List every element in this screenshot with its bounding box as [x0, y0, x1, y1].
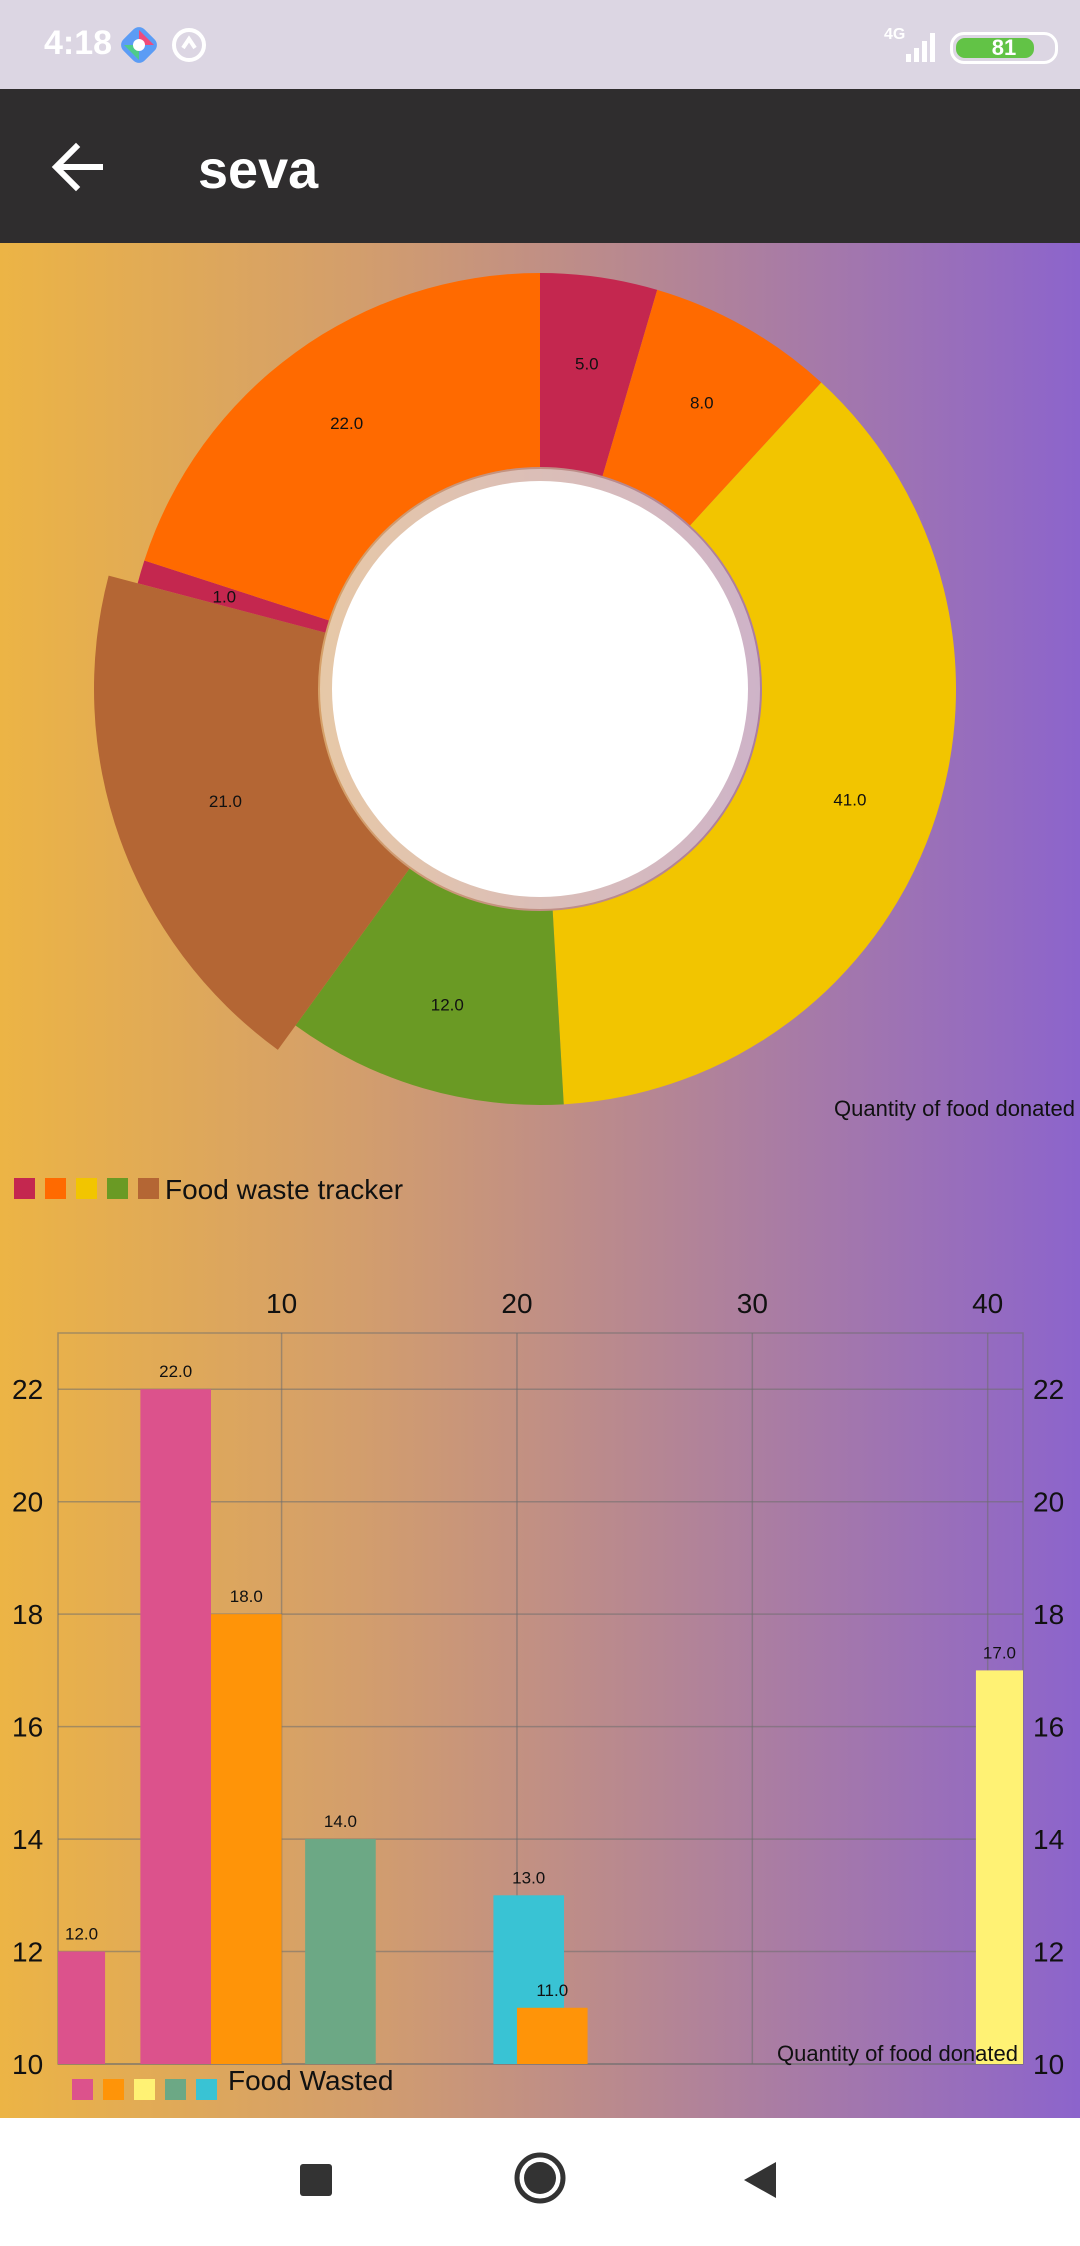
donut-slice-label: 1.0	[213, 587, 237, 606]
bar-legend-swatch	[165, 2079, 186, 2100]
y-tick-right: 16	[1033, 1712, 1064, 1743]
network-label: 4G	[884, 26, 906, 43]
arrow-left-icon	[51, 142, 103, 192]
donut-slice[interactable]	[552, 382, 957, 1105]
y-tick-right: 18	[1033, 1599, 1064, 1630]
donut-slice[interactable]	[93, 575, 410, 1050]
bar[interactable]	[975, 1670, 1023, 2064]
signal-icon	[906, 33, 935, 62]
donut-slice-label: 22.0	[330, 414, 363, 433]
page-title: seva	[198, 140, 319, 200]
donut-slice[interactable]	[144, 273, 541, 621]
content-area: 5.0 8.0 41.0 12.0 21.0 1.0 22.0 Quantity of fo…	[0, 243, 1080, 2118]
bar-legend-swatch	[134, 2079, 155, 2100]
y-tick-right: 10	[1033, 2049, 1064, 2080]
y-tick-left: 10	[12, 2049, 43, 2080]
bar-legend-swatch	[196, 2079, 217, 2100]
y-tick-left: 18	[12, 1599, 43, 1630]
bar-description: Quantity of food donated	[777, 2041, 1018, 2066]
navigation-bar	[0, 2118, 1080, 2246]
donut-legend-swatch	[107, 1178, 128, 1199]
x-tick: 20	[501, 1288, 532, 1319]
bar[interactable]	[140, 1389, 211, 2064]
app-notification-icon	[121, 27, 157, 63]
y-tick-right: 22	[1033, 1374, 1064, 1405]
bar-legend	[72, 2079, 217, 2100]
status-bar: 4:18 4G 81	[0, 0, 1080, 89]
x-tick: 40	[972, 1288, 1003, 1319]
bar-value-label: 14.0	[324, 1812, 357, 1831]
bar[interactable]	[305, 1839, 376, 2064]
bar-value-label: 12.0	[65, 1925, 98, 1944]
bar-value-label: 13.0	[512, 1868, 545, 1887]
status-time: 4:18	[44, 24, 113, 62]
home-circle-icon[interactable]	[512, 2150, 568, 2206]
y-tick-left: 22	[12, 1374, 43, 1405]
y-tick-left: 16	[12, 1712, 43, 1743]
y-tick-right: 14	[1033, 1824, 1064, 1855]
bar[interactable]	[58, 1951, 106, 2064]
donut-legend-label: Food waste tracker	[165, 1174, 403, 1205]
donut-slice-labels: 5.0 8.0 41.0 12.0 21.0 1.0 22.0	[209, 354, 867, 1014]
bar[interactable]	[210, 1614, 282, 2064]
recents-square-icon[interactable]	[296, 2160, 336, 2200]
donut-slice-label: 8.0	[690, 394, 714, 413]
y-tick-left: 14	[12, 1824, 43, 1855]
donut-legend	[14, 1178, 159, 1199]
y-tick-left: 12	[12, 1937, 43, 1968]
donut-slice[interactable]	[602, 289, 822, 526]
donut-legend-swatch	[76, 1178, 97, 1199]
bar[interactable]	[516, 2007, 588, 2064]
bar-legend-label: Food Wasted	[228, 2065, 393, 2096]
donut-slice-label: 41.0	[833, 791, 866, 810]
donut-description: Quantity of food donated	[834, 1096, 1075, 1121]
donut-slice[interactable]	[137, 560, 329, 633]
donut-legend-swatch	[45, 1178, 66, 1199]
bar-chart-ticks: 10 10 12 12 14 14 16 16 18 18 20 20 22 22 10 20 30 40	[12, 1288, 1064, 2080]
bar-legend-swatch	[103, 2079, 124, 2100]
donut-slice-label: 12.0	[431, 996, 464, 1015]
battery-icon: 81	[950, 32, 1058, 64]
donut-hole	[332, 481, 748, 897]
donut-slice[interactable]	[295, 868, 564, 1105]
x-tick: 30	[737, 1288, 768, 1319]
bar-value-label: 17.0	[983, 1643, 1016, 1662]
donut-chart[interactable]	[93, 273, 957, 1105]
bar-value-label: 22.0	[159, 1362, 192, 1381]
back-triangle-icon[interactable]	[740, 2158, 780, 2202]
bar-chart[interactable]: 12.0 22.0 18.0 14.0 13.0 11.0 17.0	[58, 1362, 1023, 2064]
donut-slice[interactable]	[540, 273, 658, 476]
sync-icon	[172, 28, 206, 62]
x-tick: 10	[266, 1288, 297, 1319]
bar-value-label: 18.0	[230, 1587, 263, 1606]
back-button[interactable]	[40, 127, 120, 207]
app-bar: seva	[0, 89, 1080, 243]
battery-percent: 81	[991, 35, 1017, 60]
y-tick-right: 12	[1033, 1937, 1064, 1968]
battery-level	[956, 38, 1034, 58]
charts-canvas: 5.0 8.0 41.0 12.0 21.0 1.0 22.0 Quantity of fo…	[12, 273, 1075, 2100]
bar-value-label: 11.0	[536, 1981, 568, 2000]
y-tick-right: 20	[1033, 1487, 1064, 1518]
bar-legend-swatch	[72, 2079, 93, 2100]
donut-legend-swatch	[14, 1178, 35, 1199]
donut-slice-label: 21.0	[209, 792, 242, 811]
y-tick-left: 20	[12, 1487, 43, 1518]
donut-legend-swatch	[138, 1178, 159, 1199]
donut-slice-label: 5.0	[575, 354, 599, 373]
